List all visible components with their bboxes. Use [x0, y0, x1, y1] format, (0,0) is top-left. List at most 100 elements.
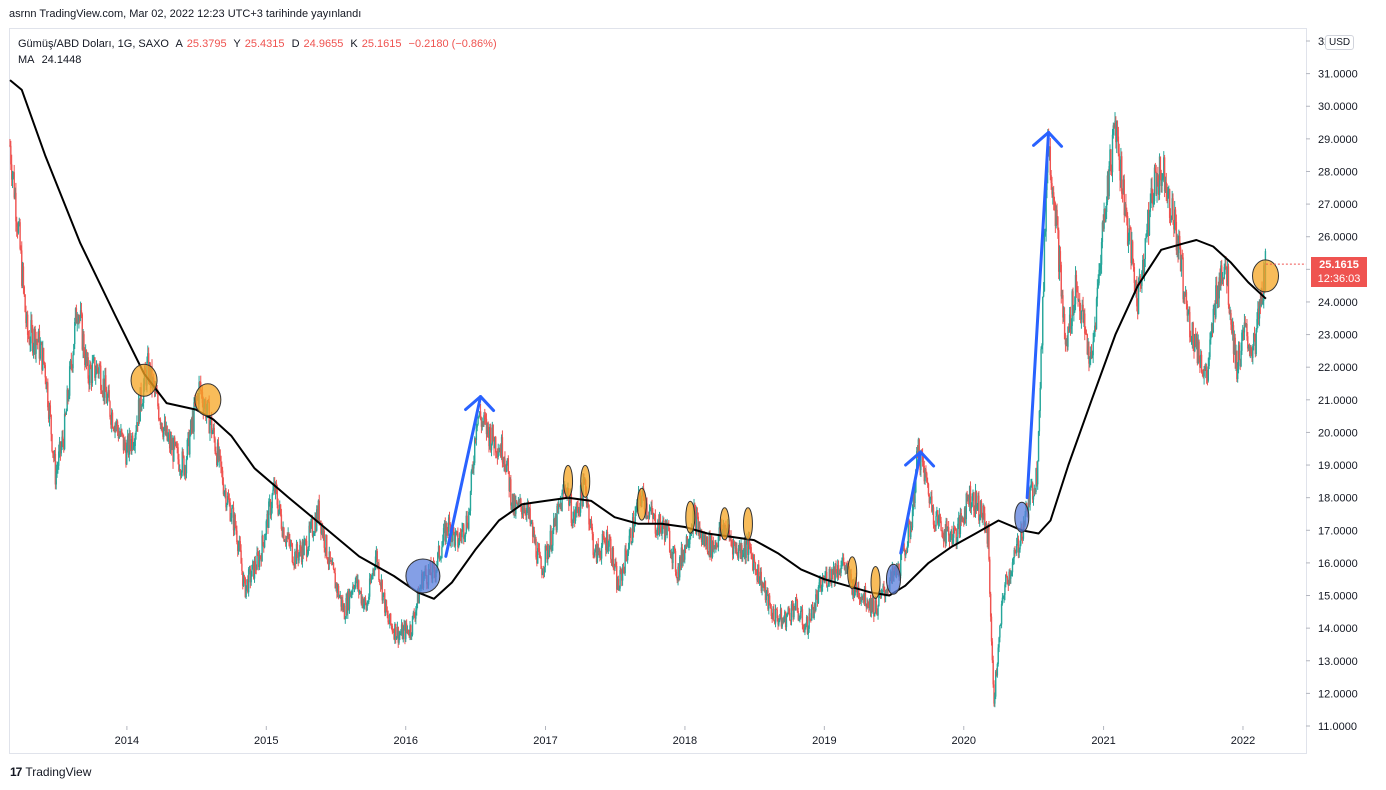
candle-body	[900, 554, 902, 576]
candle-body	[52, 451, 54, 454]
candle-body	[81, 314, 83, 350]
candle-body	[800, 609, 803, 611]
candle-body	[246, 579, 248, 586]
candle-body	[859, 599, 862, 602]
candle-body	[903, 543, 905, 550]
candle-body	[352, 586, 355, 589]
candle-body	[226, 503, 228, 508]
candle-body	[468, 511, 470, 529]
candle-body	[89, 364, 91, 385]
candle-body	[126, 445, 128, 465]
candle-body	[865, 605, 867, 608]
candle-body	[1110, 171, 1113, 173]
candle-body	[811, 604, 814, 607]
candle-body	[216, 442, 219, 466]
candle-body	[837, 565, 839, 577]
chart-frame[interactable]	[9, 28, 1307, 754]
candle-body	[1215, 285, 1217, 318]
candle-body	[137, 422, 139, 426]
candle-body	[1185, 292, 1188, 304]
ma-value: 24.1448	[41, 54, 82, 66]
candle-body	[980, 501, 983, 515]
candle-body	[542, 571, 544, 575]
candle-body	[933, 524, 936, 527]
candle-body	[1088, 346, 1090, 364]
candle-body	[803, 628, 805, 633]
candle-body	[227, 495, 230, 500]
candle-body	[230, 517, 232, 521]
candle-body	[169, 438, 172, 449]
candle-body	[263, 542, 265, 548]
candle-body	[794, 606, 796, 610]
candle-body	[601, 534, 604, 547]
candle-body	[221, 470, 224, 484]
candle-body	[999, 625, 1001, 638]
candle-body	[737, 549, 740, 558]
candle-body	[1144, 238, 1146, 260]
candle-body	[518, 500, 520, 502]
candle-body	[560, 502, 562, 511]
candle-body	[541, 568, 543, 575]
candle-body	[483, 415, 485, 423]
candle-body	[1189, 311, 1191, 338]
candle-body	[1246, 323, 1248, 337]
candle-body	[67, 389, 69, 400]
candle-body	[1101, 222, 1104, 243]
candle-body	[120, 429, 122, 436]
candle-body	[550, 530, 552, 551]
candle-body	[478, 416, 480, 418]
tradingview-logo[interactable]: 17 TradingView	[10, 765, 91, 779]
x-tick-label: 2022	[1231, 735, 1255, 747]
candle-body	[1243, 322, 1246, 333]
candle-body	[1218, 277, 1220, 299]
trend-arrow-head	[904, 450, 936, 468]
candle-body	[705, 536, 707, 545]
candle-body	[1085, 333, 1088, 335]
candle-body	[704, 536, 706, 547]
candle-body	[1105, 211, 1107, 222]
candle-body	[1087, 346, 1089, 355]
candle-body	[346, 598, 348, 614]
candle-body	[57, 465, 59, 469]
candle-body	[512, 493, 515, 514]
candle-body	[71, 365, 73, 369]
candle-body	[922, 462, 925, 466]
ma-label[interactable]: MA	[18, 54, 35, 66]
candle-body	[338, 596, 341, 598]
candle-body	[1149, 201, 1152, 212]
candle-body	[316, 509, 319, 520]
candle-body	[533, 530, 536, 543]
candle-body	[315, 518, 317, 531]
candle-body	[1132, 260, 1135, 268]
candle-body	[190, 420, 193, 429]
candle-body	[255, 569, 257, 571]
candle-body	[472, 467, 474, 469]
candle-body	[573, 511, 576, 521]
candle-body	[23, 286, 25, 295]
candle-body	[711, 541, 714, 558]
candle-body	[374, 556, 377, 570]
candle-body	[248, 569, 251, 570]
change-value: −0.2180 (−0.86%)	[408, 38, 497, 50]
currency-badge[interactable]: USD	[1325, 35, 1355, 50]
orange-marker-circle	[636, 487, 647, 521]
candle-body	[989, 559, 991, 594]
candle-body	[1131, 241, 1133, 263]
candle-body	[788, 607, 790, 613]
y-tick-label: 28.0000	[1318, 166, 1358, 178]
symbol-name[interactable]: Gümüş/ABD Doları, 1G, SAXO	[18, 38, 169, 50]
candle-body	[1216, 289, 1219, 304]
candle-body	[132, 445, 135, 449]
candle-body	[677, 566, 679, 581]
candle-body	[1196, 337, 1199, 364]
candle-body	[1175, 221, 1178, 251]
x-tick-label: 2020	[952, 735, 976, 747]
candle-body	[1207, 366, 1209, 381]
candle-body	[340, 595, 342, 607]
candle-body	[880, 590, 883, 596]
candle-body	[828, 569, 831, 584]
candle-body	[1164, 182, 1167, 192]
candle-body	[508, 471, 510, 492]
candle-body	[1045, 190, 1047, 232]
